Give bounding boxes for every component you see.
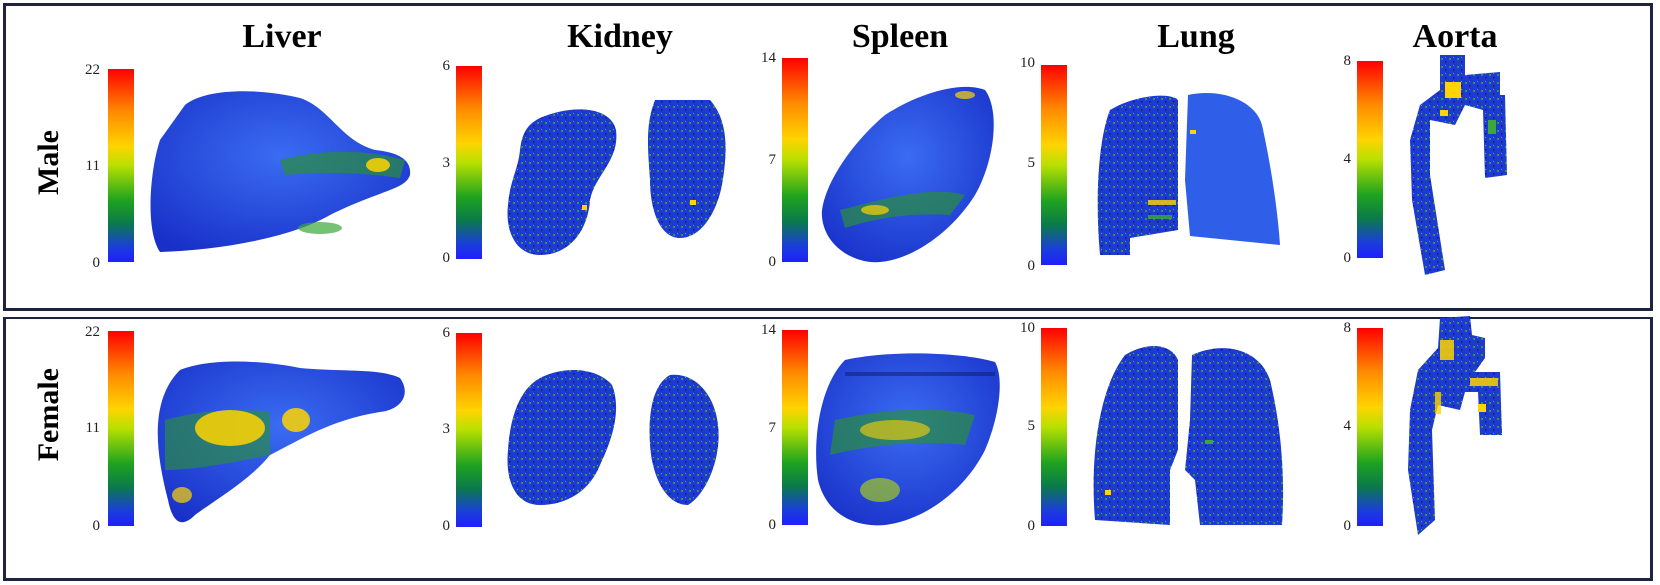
female-kidney-render [507,369,719,505]
tick-male-liver-min: 0 [92,255,101,271]
tick-female-spleen-min: 0 [768,517,777,533]
tick-male-lung-max: 10 [1020,55,1035,71]
tick-female-lung-mid: 5 [1027,418,1036,434]
column-title-aorta: Aorta [1412,18,1498,55]
tick-male-liver-mid: 11 [85,158,100,174]
female-lung-render [1093,345,1284,525]
column-title-kidney: Kidney [567,18,673,55]
tick-male-spleen-min: 0 [768,254,777,270]
tick-male-kidney-max: 6 [442,58,451,74]
male-lung-render [1097,93,1280,256]
tick-male-aorta-max: 8 [1343,53,1352,69]
colorbar-female-lung [1041,328,1067,526]
tick-male-spleen-mid: 7 [768,152,777,168]
female-spleen-render [816,353,1000,526]
column-title-lung: Lung [1157,18,1235,55]
tick-male-lung-min: 0 [1027,258,1036,274]
colorbar-male-liver [108,69,134,262]
tick-female-liver-min: 0 [92,518,101,534]
tick-female-aorta-mid: 4 [1343,418,1352,434]
tick-female-kidney-min: 0 [442,518,451,534]
tick-female-lung-min: 0 [1027,518,1036,534]
tick-male-kidney-mid: 3 [442,155,451,171]
tick-female-liver-max: 22 [85,324,100,340]
male-aorta-render [1410,55,1507,275]
tick-male-liver-max: 22 [85,62,100,78]
tick-male-spleen-max: 14 [761,50,776,66]
tick-female-liver-mid: 11 [85,420,100,436]
tick-male-aorta-min: 0 [1343,250,1352,266]
tick-female-aorta-max: 8 [1343,320,1352,336]
colorbar-female-liver [108,331,134,526]
male-spleen-render [821,86,994,263]
male-liver-render [150,91,411,252]
colorbar-male-aorta [1357,61,1383,258]
tick-male-lung-mid: 5 [1027,155,1036,171]
colorbar-male-kidney [456,66,482,259]
tick-female-kidney-max: 6 [442,325,451,341]
tick-female-aorta-min: 0 [1343,518,1352,534]
female-liver-render [157,361,405,523]
female-aorta-render [1408,316,1502,535]
colorbar-female-kidney [456,333,482,527]
column-title-spleen: Spleen [851,18,949,55]
tick-female-spleen-max: 14 [761,322,776,338]
tick-female-lung-max: 10 [1020,320,1035,336]
tick-male-aorta-mid: 4 [1343,151,1352,167]
colorbar-female-aorta [1357,328,1383,526]
male-kidney-render [507,100,726,255]
tick-male-kidney-min: 0 [442,250,451,266]
column-title-liver: Liver [242,18,322,55]
colorbar-male-lung [1041,65,1067,265]
colorbar-female-spleen [782,330,808,525]
tick-female-kidney-mid: 3 [442,421,451,437]
colorbar-male-spleen [782,58,808,262]
tick-female-spleen-mid: 7 [768,420,777,436]
